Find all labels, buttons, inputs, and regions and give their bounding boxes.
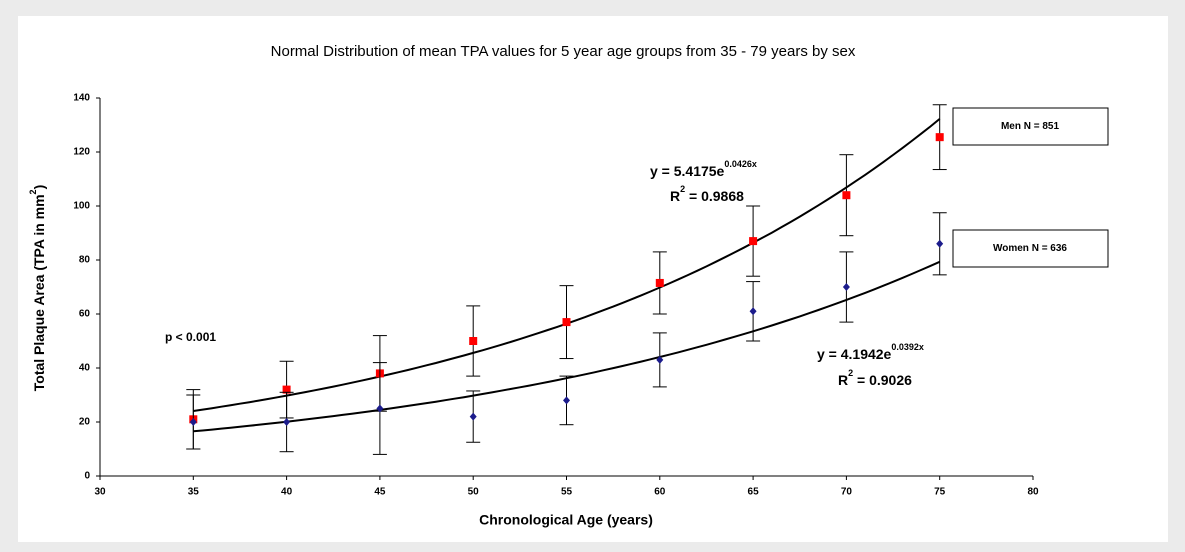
point — [376, 404, 384, 413]
point — [655, 278, 664, 287]
point — [842, 191, 851, 200]
x-tick-label: 75 — [934, 487, 946, 498]
point — [749, 237, 758, 246]
y-label-end: ) — [31, 185, 47, 190]
r2-sup: 2 — [848, 368, 853, 378]
point — [283, 418, 291, 426]
legend-box — [952, 229, 1109, 268]
y-tick-label: 100 — [73, 201, 90, 212]
point — [563, 396, 570, 405]
y-label-sup: 2 — [28, 189, 38, 194]
point — [282, 385, 291, 394]
r-squared: R2 = 0.9026 — [838, 368, 912, 387]
r2-end: = 0.9026 — [853, 372, 912, 388]
point — [469, 412, 477, 421]
y-tick-label: 120 — [73, 147, 90, 158]
point — [189, 418, 197, 426]
legend-label: Women N = 636 — [993, 243, 1067, 254]
equation-sup: 0.0426x — [724, 159, 757, 169]
y-tick-label: 20 — [79, 417, 91, 428]
point — [936, 239, 944, 248]
x-tick-label: 70 — [841, 487, 853, 498]
point — [749, 307, 757, 316]
point — [656, 355, 664, 364]
x-tick-label: 40 — [281, 487, 293, 498]
x-axis-label: Chronological Age (years) — [479, 512, 653, 528]
x-tick-label: 45 — [374, 487, 386, 498]
x-tick-label: 30 — [94, 487, 106, 498]
y-label-text: Total Plaque Area (TPA in mm — [31, 194, 47, 391]
r2-sup: 2 — [680, 184, 685, 194]
x-tick-label: 80 — [1027, 487, 1039, 498]
point — [935, 133, 944, 142]
x-tick-label: 50 — [468, 487, 480, 498]
r-squared: R2 = 0.9868 — [670, 184, 744, 203]
chart-title: Normal Distribution of mean TPA values f… — [271, 43, 856, 60]
trend-equation: y = 4.1942e0.0392x — [817, 342, 924, 361]
y-tick-label: 40 — [79, 363, 91, 374]
x-tick-label: 55 — [561, 487, 573, 498]
x-tick-label: 60 — [654, 487, 666, 498]
x-tick-label: 35 — [188, 487, 200, 498]
equation-text: y = 5.4175e — [650, 163, 725, 179]
point — [469, 337, 478, 345]
y-tick-label: 60 — [79, 309, 91, 320]
equation-sup: 0.0392x — [891, 342, 924, 352]
x-tick-label: 65 — [748, 487, 760, 498]
panel — [18, 16, 1168, 542]
trend-equation: y = 5.4175e0.0426x — [650, 159, 757, 178]
r2-text: R — [838, 372, 848, 388]
y-tick-label: 80 — [79, 255, 91, 266]
equation-text: y = 4.1942e — [817, 346, 892, 362]
legend-label: Men N = 851 — [1001, 121, 1060, 132]
annotation: p < 0.001 — [165, 330, 216, 344]
r2-end: = 0.9868 — [685, 188, 744, 204]
y-tick-label: 0 — [84, 471, 90, 482]
point — [842, 283, 850, 291]
r2-text: R — [670, 188, 680, 204]
y-axis-label: Total Plaque Area (TPA in mm2) — [28, 185, 46, 392]
point — [562, 318, 571, 327]
legend-box — [952, 107, 1109, 146]
y-tick-label: 140 — [73, 93, 90, 104]
